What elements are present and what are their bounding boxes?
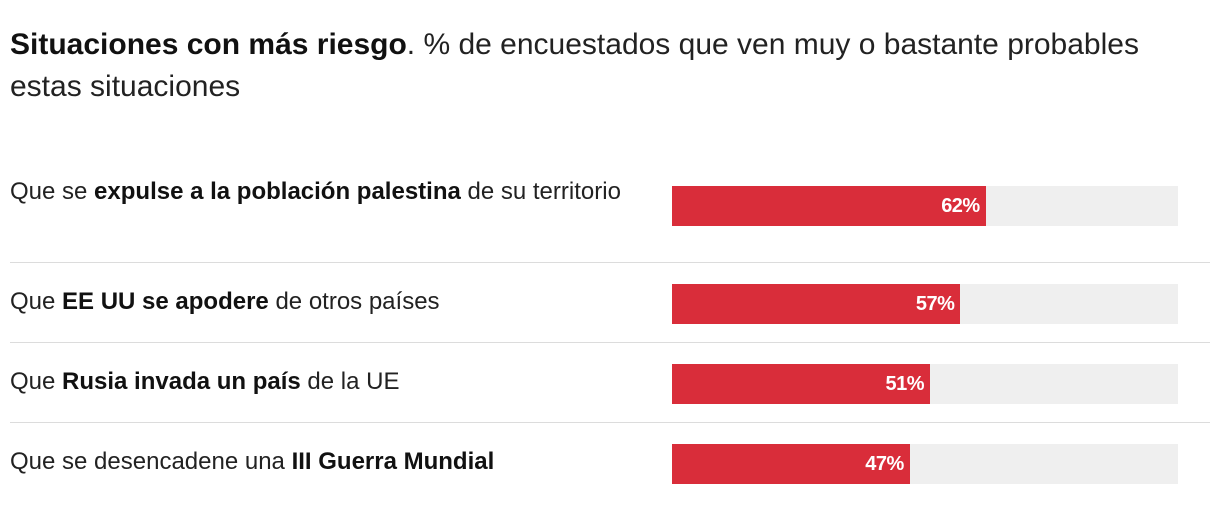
category-label-bold: III Guerra Mundial	[291, 448, 495, 475]
category-label-post: de otros países	[268, 288, 440, 315]
category-label-post: de la UE	[300, 368, 400, 395]
category-label: Que se desencadene una III Guerra Mundia…	[10, 446, 650, 478]
category-label-bold: Rusia invada un país	[62, 368, 301, 395]
bar: 51%	[672, 364, 931, 404]
category-label: Que EE UU se apodere de otros países	[10, 286, 650, 318]
category-label-pre: Que se desencadene una	[10, 448, 292, 475]
row-divider	[10, 342, 1210, 343]
bar-track: 47%	[672, 444, 1178, 484]
bar-value-label: 51%	[885, 373, 925, 395]
chart-title: Situaciones con más riesgo. % de encuest…	[10, 24, 1160, 108]
category-label-bold: EE UU se apodere	[62, 288, 269, 315]
bar: 57%	[672, 284, 961, 324]
chart-title-bold: Situaciones con más riesgo	[10, 28, 407, 61]
category-label-pre: Que	[10, 288, 63, 315]
category-label-pre: Que	[10, 368, 63, 395]
bar: 62%	[672, 186, 986, 226]
bar-value-label: 57%	[915, 293, 955, 315]
category-label-pre: Que se	[10, 178, 95, 205]
bar-value-label: 47%	[865, 453, 904, 475]
category-label-bold: expulse a la población palestina	[94, 178, 461, 205]
bar: 47%	[672, 444, 910, 484]
row-divider	[10, 422, 1210, 423]
bar-value-label: 62%	[941, 195, 980, 217]
category-label-post: de su territorio	[460, 178, 621, 205]
chart-title-rest: . % de encuestados que ven muy o bastant…	[10, 28, 1139, 103]
bar-track: 62%	[672, 186, 1178, 226]
bar-track: 57%	[672, 284, 1178, 324]
row-divider	[10, 262, 1210, 263]
category-label: Que Rusia invada un país de la UE	[10, 366, 650, 398]
bar-track: 51%	[672, 364, 1178, 404]
category-label: Que se expulse a la población palestina …	[10, 176, 650, 208]
